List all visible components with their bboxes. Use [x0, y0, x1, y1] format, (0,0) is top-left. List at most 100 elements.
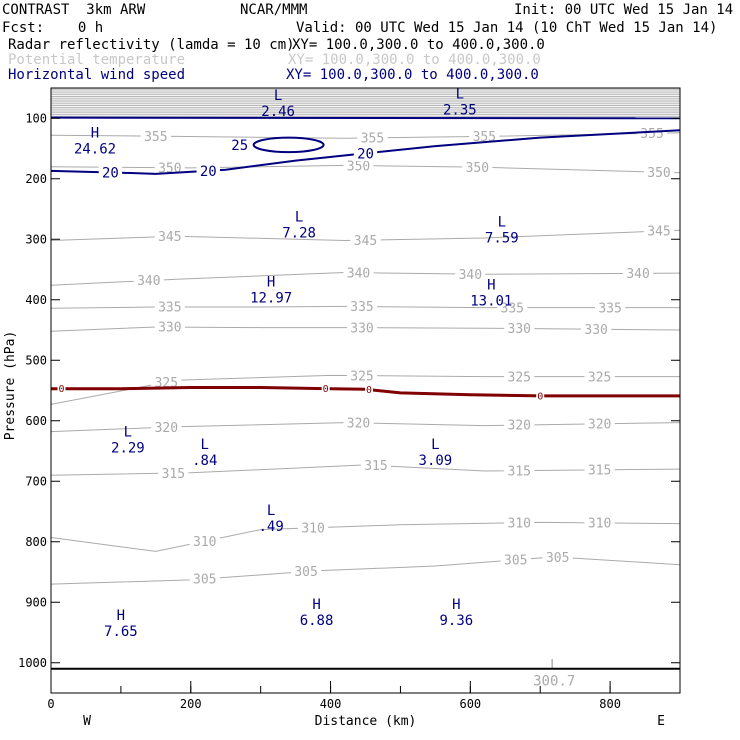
- forecast-hour: Fcst: 0 h: [2, 20, 104, 36]
- theta-355-label-mask: [636, 126, 668, 141]
- theta-320-label: 320: [588, 417, 611, 432]
- theta-345-label: 345: [158, 230, 181, 245]
- y-tick-label: 200: [25, 172, 47, 186]
- theta-330-label-mask: [346, 320, 378, 335]
- theta-310-label: 310: [193, 535, 216, 550]
- theta-345-label-mask: [154, 229, 185, 244]
- stratosphere-band: [51, 88, 680, 117]
- extremum-value: 7.28: [282, 226, 316, 242]
- theta-330-label-mask: [154, 319, 185, 335]
- theta-315-label: 315: [588, 464, 611, 479]
- theta-355-label: 355: [640, 127, 663, 142]
- theta-335-label-mask: [346, 299, 378, 314]
- x-tick-label: 400: [320, 697, 342, 711]
- wind-contour-25-line: [252, 136, 325, 154]
- theta-310-label: 310: [301, 522, 324, 537]
- theta-340-label: 340: [137, 274, 160, 289]
- theta-340-label: 340: [459, 268, 482, 283]
- theta-340-label-mask: [622, 266, 654, 281]
- y-tick-label: 700: [25, 474, 47, 488]
- extremum-low-letter: L: [498, 215, 506, 231]
- theta-350-label-mask: [643, 164, 675, 180]
- reflectivity-contour-label: 0: [58, 384, 64, 395]
- theta-305-label-mask: [291, 564, 322, 579]
- theta-335-label-mask: [497, 300, 528, 315]
- theta-305-label: 305: [504, 553, 527, 568]
- theta-315-label-mask: [158, 465, 189, 481]
- theta-320-label-mask: [504, 417, 535, 433]
- theta-330-label: 330: [508, 322, 531, 337]
- theta-335-label: 335: [501, 301, 524, 316]
- theta-325-label-mask: [504, 369, 535, 384]
- theta-350-label: 350: [347, 159, 370, 174]
- theta-345-line: [50, 229, 681, 242]
- theta-355-label-mask: [140, 129, 171, 144]
- theta-325-label: 325: [508, 370, 531, 385]
- extremum-low-letter: L: [124, 424, 132, 440]
- extremum-low-letter: L: [201, 437, 209, 453]
- extremum-high-letter: H: [91, 126, 99, 142]
- theta-305-line: [50, 556, 681, 585]
- theta-320-label-mask: [584, 416, 615, 431]
- extremum-high-letter: H: [487, 277, 495, 293]
- extremum-high-letter: H: [267, 274, 275, 290]
- wind-20-label: 20: [200, 164, 217, 180]
- theta-340-label-mask: [455, 267, 486, 282]
- theta-335-label: 335: [598, 301, 621, 316]
- y-tick-label: 800: [25, 535, 47, 549]
- y-tick-label: 500: [25, 353, 47, 367]
- theta-305-label-mask: [500, 552, 531, 567]
- theta-345-label: 345: [354, 234, 377, 249]
- extremum-low-letter: L: [274, 88, 282, 104]
- theta-350-label-mask: [154, 160, 185, 175]
- theta-355-label: 355: [361, 132, 384, 147]
- theta-325-label-mask: [346, 368, 378, 383]
- wind-20-label-mask: [98, 164, 123, 181]
- theta-325-label-mask: [151, 375, 182, 390]
- y-axis-label: Pressure (hPa): [3, 331, 18, 441]
- theta-335-label-mask: [154, 299, 185, 315]
- extremum-high-letter: H: [312, 597, 320, 613]
- extremum-high-letter: H: [117, 608, 125, 624]
- init-time: Init: 00 UTC Wed 15 Jan 14: [514, 2, 734, 18]
- theta-320-label-mask: [151, 420, 182, 435]
- theta-305-label-mask: [542, 549, 573, 565]
- wind-label-mask: [229, 137, 250, 152]
- extremum-low-letter: L: [456, 86, 464, 102]
- extremum-value: 2.46: [261, 104, 295, 120]
- valid-time: Valid: 00 UTC Wed 15 Jan 14 (10 ChT Wed …: [296, 20, 718, 36]
- west-label: W: [83, 714, 91, 729]
- theta-335-label: 335: [158, 301, 181, 316]
- theta-335-label-mask: [595, 300, 626, 315]
- theta-310-label-mask: [189, 534, 220, 549]
- theta-345-label-mask: [350, 232, 381, 248]
- plot-frame: [50, 87, 681, 694]
- theta-315-label: 315: [162, 467, 185, 482]
- theta-340-label-mask: [343, 265, 374, 280]
- y-tick-label: 600: [25, 414, 47, 428]
- theta-310-label-mask: [297, 520, 329, 535]
- wind-20-label-mask: [353, 145, 378, 162]
- theta-310-label-mask: [584, 515, 615, 531]
- wind-contour-25-label: 25: [231, 138, 248, 154]
- field-theta-xy: XY= 100.0,300.0 to 400.0,300.0: [288, 52, 541, 68]
- y-tick-label: 900: [25, 595, 47, 609]
- theta-305-label: 305: [193, 573, 216, 588]
- theta-320-label: 320: [347, 417, 370, 432]
- x-axis-label: Distance (km): [315, 714, 417, 729]
- theta-325-label-mask: [584, 369, 615, 384]
- theta-350-label-mask: [343, 158, 374, 173]
- reflectivity-label-mask: [364, 384, 373, 395]
- theta-315-label: 315: [508, 464, 531, 479]
- theta-345-label-mask: [643, 223, 675, 239]
- field-reflectivity-xy: XY= 100.0,300.0 to 400.0,300.0: [292, 37, 545, 53]
- theta-305-label: 305: [294, 565, 317, 580]
- theta-340-label: 340: [347, 266, 370, 281]
- y-tick-label: 400: [25, 293, 47, 307]
- theta-350-label: 350: [466, 161, 489, 176]
- theta-350-label: 350: [647, 166, 670, 181]
- theta-305-label-mask: [189, 571, 220, 587]
- x-tick-label: 800: [599, 697, 621, 711]
